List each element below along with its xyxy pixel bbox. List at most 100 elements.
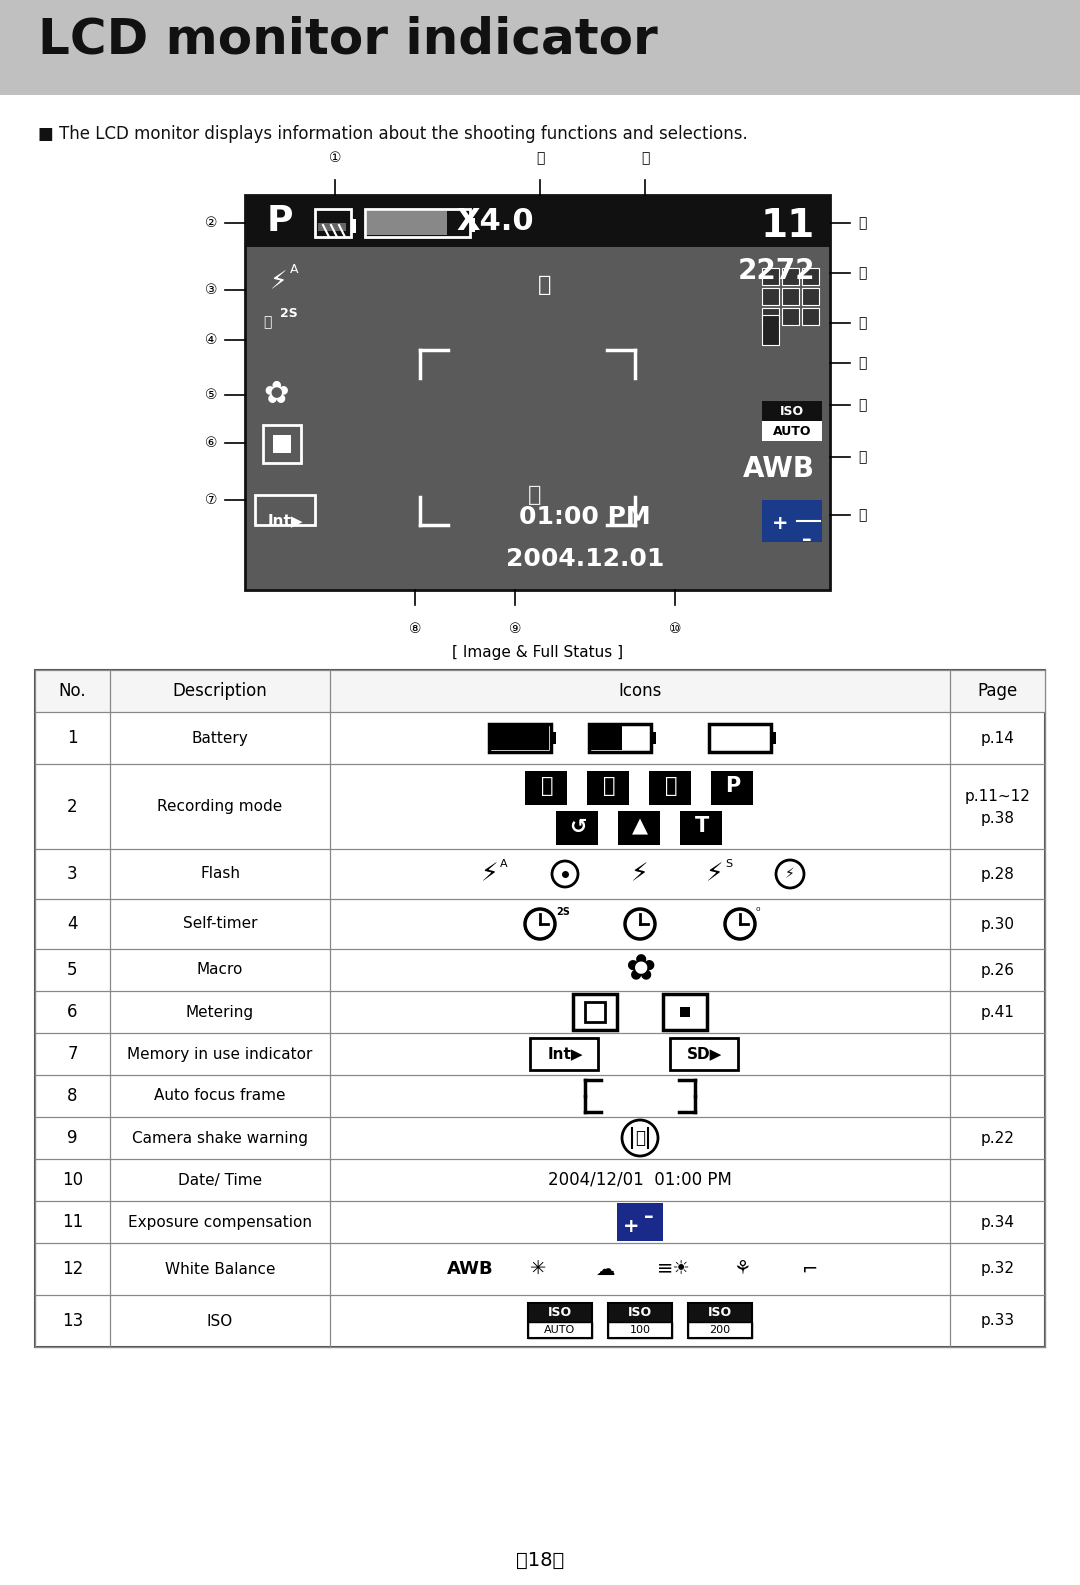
Text: 11: 11 [760, 208, 815, 246]
Text: ⑪: ⑪ [858, 509, 866, 521]
Text: +: + [772, 514, 788, 533]
Bar [315, 209, 351, 238]
Bar [525, 770, 567, 805]
Bar [762, 315, 779, 346]
Bar [470, 219, 475, 231]
Bar [245, 195, 831, 590]
Bar [782, 288, 799, 304]
Text: ①: ① [328, 151, 341, 165]
Text: 01:00 PM: 01:00 PM [519, 506, 651, 529]
Text: Icons: Icons [619, 682, 662, 701]
Text: 4: 4 [67, 915, 78, 934]
Bar [608, 1304, 672, 1322]
Text: 📷: 📷 [665, 777, 677, 797]
Text: p.28: p.28 [981, 867, 1014, 881]
Text: Auto focus frame: Auto focus frame [154, 1089, 286, 1103]
Text: Memory in use indicator: Memory in use indicator [127, 1046, 313, 1062]
Text: No.: No. [58, 682, 86, 701]
Text: ⑫: ⑫ [858, 450, 866, 464]
Text: AUTO: AUTO [773, 425, 811, 437]
Text: 100: 100 [630, 1325, 650, 1335]
Text: ⑧: ⑧ [408, 621, 421, 636]
Bar [711, 770, 753, 805]
Text: 2: 2 [67, 797, 78, 816]
Text: ⚡: ⚡ [785, 867, 795, 881]
Text: ISO: ISO [627, 1306, 652, 1319]
Text: P: P [726, 777, 741, 797]
Text: 6: 6 [67, 1003, 78, 1021]
Bar [762, 307, 779, 325]
Text: ISO: ISO [548, 1306, 572, 1319]
Bar [771, 732, 777, 743]
Bar [528, 1303, 592, 1338]
Text: Macro: Macro [197, 962, 243, 978]
Text: ⑯: ⑯ [858, 266, 866, 281]
Bar [35, 670, 1045, 1347]
Text: +: + [623, 1217, 639, 1236]
Bar [0, 0, 1080, 95]
Bar [318, 223, 346, 231]
Text: p.41: p.41 [981, 1005, 1014, 1019]
Bar [528, 1304, 592, 1322]
Text: Exposure compensation: Exposure compensation [129, 1214, 312, 1230]
Text: 1: 1 [67, 729, 78, 747]
Text: ✿: ✿ [625, 953, 656, 987]
Text: Date/ Time: Date/ Time [178, 1173, 262, 1187]
Bar [649, 770, 691, 805]
Text: A: A [291, 263, 298, 276]
Bar [255, 495, 315, 525]
Text: ⚡: ⚡ [706, 862, 724, 886]
Text: ⑮: ⑮ [858, 315, 866, 330]
Text: ISO: ISO [707, 1306, 732, 1319]
Text: ⏱: ⏱ [264, 315, 271, 330]
Text: 7: 7 [67, 1045, 78, 1064]
Text: p.11~12: p.11~12 [964, 789, 1030, 804]
Text: [ Image & Full Status ]: [ Image & Full Status ] [451, 645, 623, 659]
Text: ≡☀: ≡☀ [657, 1260, 691, 1279]
Text: Self-timer: Self-timer [183, 916, 257, 932]
Text: 🤳: 🤳 [528, 485, 542, 506]
Text: ⑦: ⑦ [204, 493, 217, 507]
Bar [670, 1038, 738, 1070]
Text: Battery: Battery [191, 731, 248, 745]
Text: 〈18〉: 〈18〉 [516, 1550, 564, 1569]
Text: ✳: ✳ [530, 1260, 546, 1279]
Text: ⑰: ⑰ [858, 216, 866, 230]
Text: ③: ③ [204, 284, 217, 296]
Bar [651, 732, 656, 743]
Text: p.32: p.32 [981, 1262, 1014, 1276]
Text: Flash: Flash [200, 867, 240, 881]
Bar [608, 1303, 672, 1338]
Bar [617, 1203, 663, 1241]
Text: p.30: p.30 [981, 916, 1014, 932]
Text: ④: ④ [204, 333, 217, 347]
Text: ⚡: ⚡ [631, 862, 649, 886]
Bar [491, 726, 549, 750]
Text: ⑬: ⑬ [858, 398, 866, 412]
Bar [762, 401, 822, 422]
Bar [273, 434, 291, 453]
Bar [802, 268, 819, 285]
Text: ⚡: ⚡ [270, 269, 287, 293]
Text: ⌐: ⌐ [801, 1260, 819, 1279]
Text: 🎤: 🎤 [538, 276, 552, 295]
Text: ISO: ISO [207, 1314, 233, 1328]
Bar [573, 994, 617, 1030]
Text: ▲: ▲ [632, 816, 648, 837]
Text: ⚡: ⚡ [482, 862, 499, 886]
Text: 200: 200 [710, 1325, 730, 1335]
Bar [591, 726, 622, 750]
Text: 12: 12 [62, 1260, 83, 1278]
Text: 2S: 2S [556, 907, 570, 918]
Text: p.26: p.26 [981, 962, 1014, 978]
Bar [688, 1303, 752, 1338]
Text: 10: 10 [62, 1171, 83, 1189]
Bar [762, 499, 822, 542]
Text: p.38: p.38 [981, 812, 1014, 826]
Text: AWB: AWB [743, 455, 815, 483]
Bar [762, 268, 779, 285]
Text: X4.0: X4.0 [456, 208, 534, 236]
Bar [618, 810, 660, 845]
Text: 11: 11 [62, 1213, 83, 1232]
Text: LCD monitor indicator: LCD monitor indicator [38, 14, 658, 63]
